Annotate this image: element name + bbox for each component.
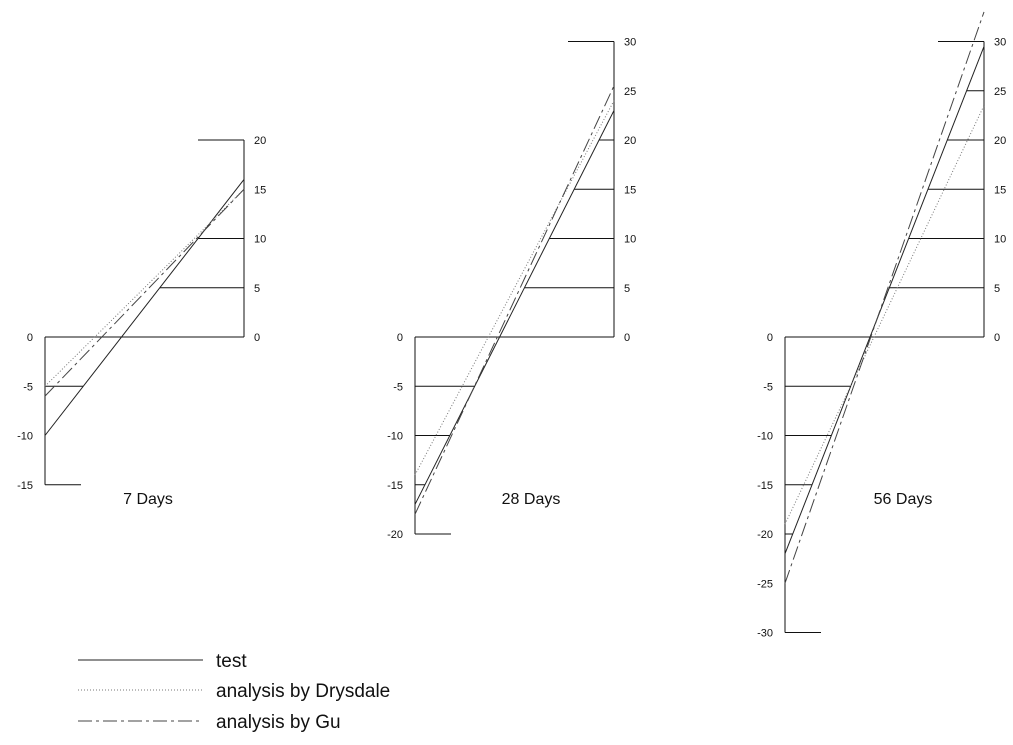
left-tick-label: -15 bbox=[17, 480, 33, 492]
right-tick-label: 20 bbox=[254, 135, 266, 147]
left-tick-label: -5 bbox=[23, 381, 33, 393]
right-tick-label: 30 bbox=[994, 37, 1006, 49]
left-tick-label: -10 bbox=[757, 431, 773, 443]
panel-1: 0 -5 -10 -15 20 15 10 5 0 7 Days bbox=[17, 135, 266, 508]
right-tick-label: 20 bbox=[994, 135, 1006, 147]
right-tick-label: 0 bbox=[994, 332, 1000, 344]
left-tick-label: 0 bbox=[767, 332, 773, 344]
left-tick-label: -10 bbox=[17, 431, 33, 443]
legend-label: analysis by Drysdale bbox=[216, 681, 390, 702]
left-tick-label: -20 bbox=[387, 529, 403, 541]
right-tick-label: 15 bbox=[994, 184, 1006, 196]
panel-title: 7 Days bbox=[123, 491, 173, 508]
series-line-test bbox=[44, 179, 245, 436]
left-tick-label: -10 bbox=[387, 431, 403, 443]
series-line-analysis-by-gu bbox=[784, 11, 985, 584]
right-tick-label: 0 bbox=[254, 332, 260, 344]
series-line-test bbox=[784, 46, 985, 554]
left-tick-label: 0 bbox=[27, 332, 33, 344]
left-tick-label: -30 bbox=[757, 628, 773, 640]
right-tick-label: 10 bbox=[254, 234, 266, 246]
left-tick-label: -15 bbox=[387, 480, 403, 492]
right-tick-label: 30 bbox=[624, 37, 636, 49]
left-tick-label: 0 bbox=[397, 332, 403, 344]
legend-label: analysis by Gu bbox=[216, 712, 341, 733]
right-tick-label: 5 bbox=[624, 283, 630, 295]
left-tick-label: -20 bbox=[757, 529, 773, 541]
right-tick-label: 15 bbox=[624, 184, 636, 196]
right-tick-label: 25 bbox=[994, 86, 1006, 98]
series-line-analysis-by-gu bbox=[414, 85, 615, 515]
legend-label: test bbox=[216, 651, 247, 672]
left-tick-label: -5 bbox=[393, 381, 403, 393]
panel-title: 56 Days bbox=[874, 491, 933, 508]
panel-3: 0 -5 -10 -15 -20 -25 -30 30 25 20 15 10 5 0 56 Days bbox=[757, 11, 1006, 640]
panel-2: 0 -5 -10 -15 -20 30 25 20 15 10 5 0 28 Days bbox=[387, 37, 636, 542]
series-line-analysis-by-drysdale bbox=[784, 105, 985, 525]
right-tick-label: 25 bbox=[624, 86, 636, 98]
right-tick-label: 10 bbox=[624, 234, 636, 246]
right-tick-label: 5 bbox=[994, 283, 1000, 295]
series-line-test bbox=[414, 110, 615, 505]
right-tick-label: 10 bbox=[994, 234, 1006, 246]
left-tick-label: -15 bbox=[757, 480, 773, 492]
right-tick-label: 20 bbox=[624, 135, 636, 147]
right-tick-label: 0 bbox=[624, 332, 630, 344]
panel-title: 28 Days bbox=[502, 491, 561, 508]
left-tick-label: -5 bbox=[763, 381, 773, 393]
legend: test analysis by Drysdale analysis by Gu bbox=[78, 651, 390, 733]
left-tick-label: -25 bbox=[757, 578, 773, 590]
right-tick-label: 15 bbox=[254, 184, 266, 196]
series-line-analysis-by-gu bbox=[44, 188, 245, 397]
right-tick-label: 5 bbox=[254, 283, 260, 295]
